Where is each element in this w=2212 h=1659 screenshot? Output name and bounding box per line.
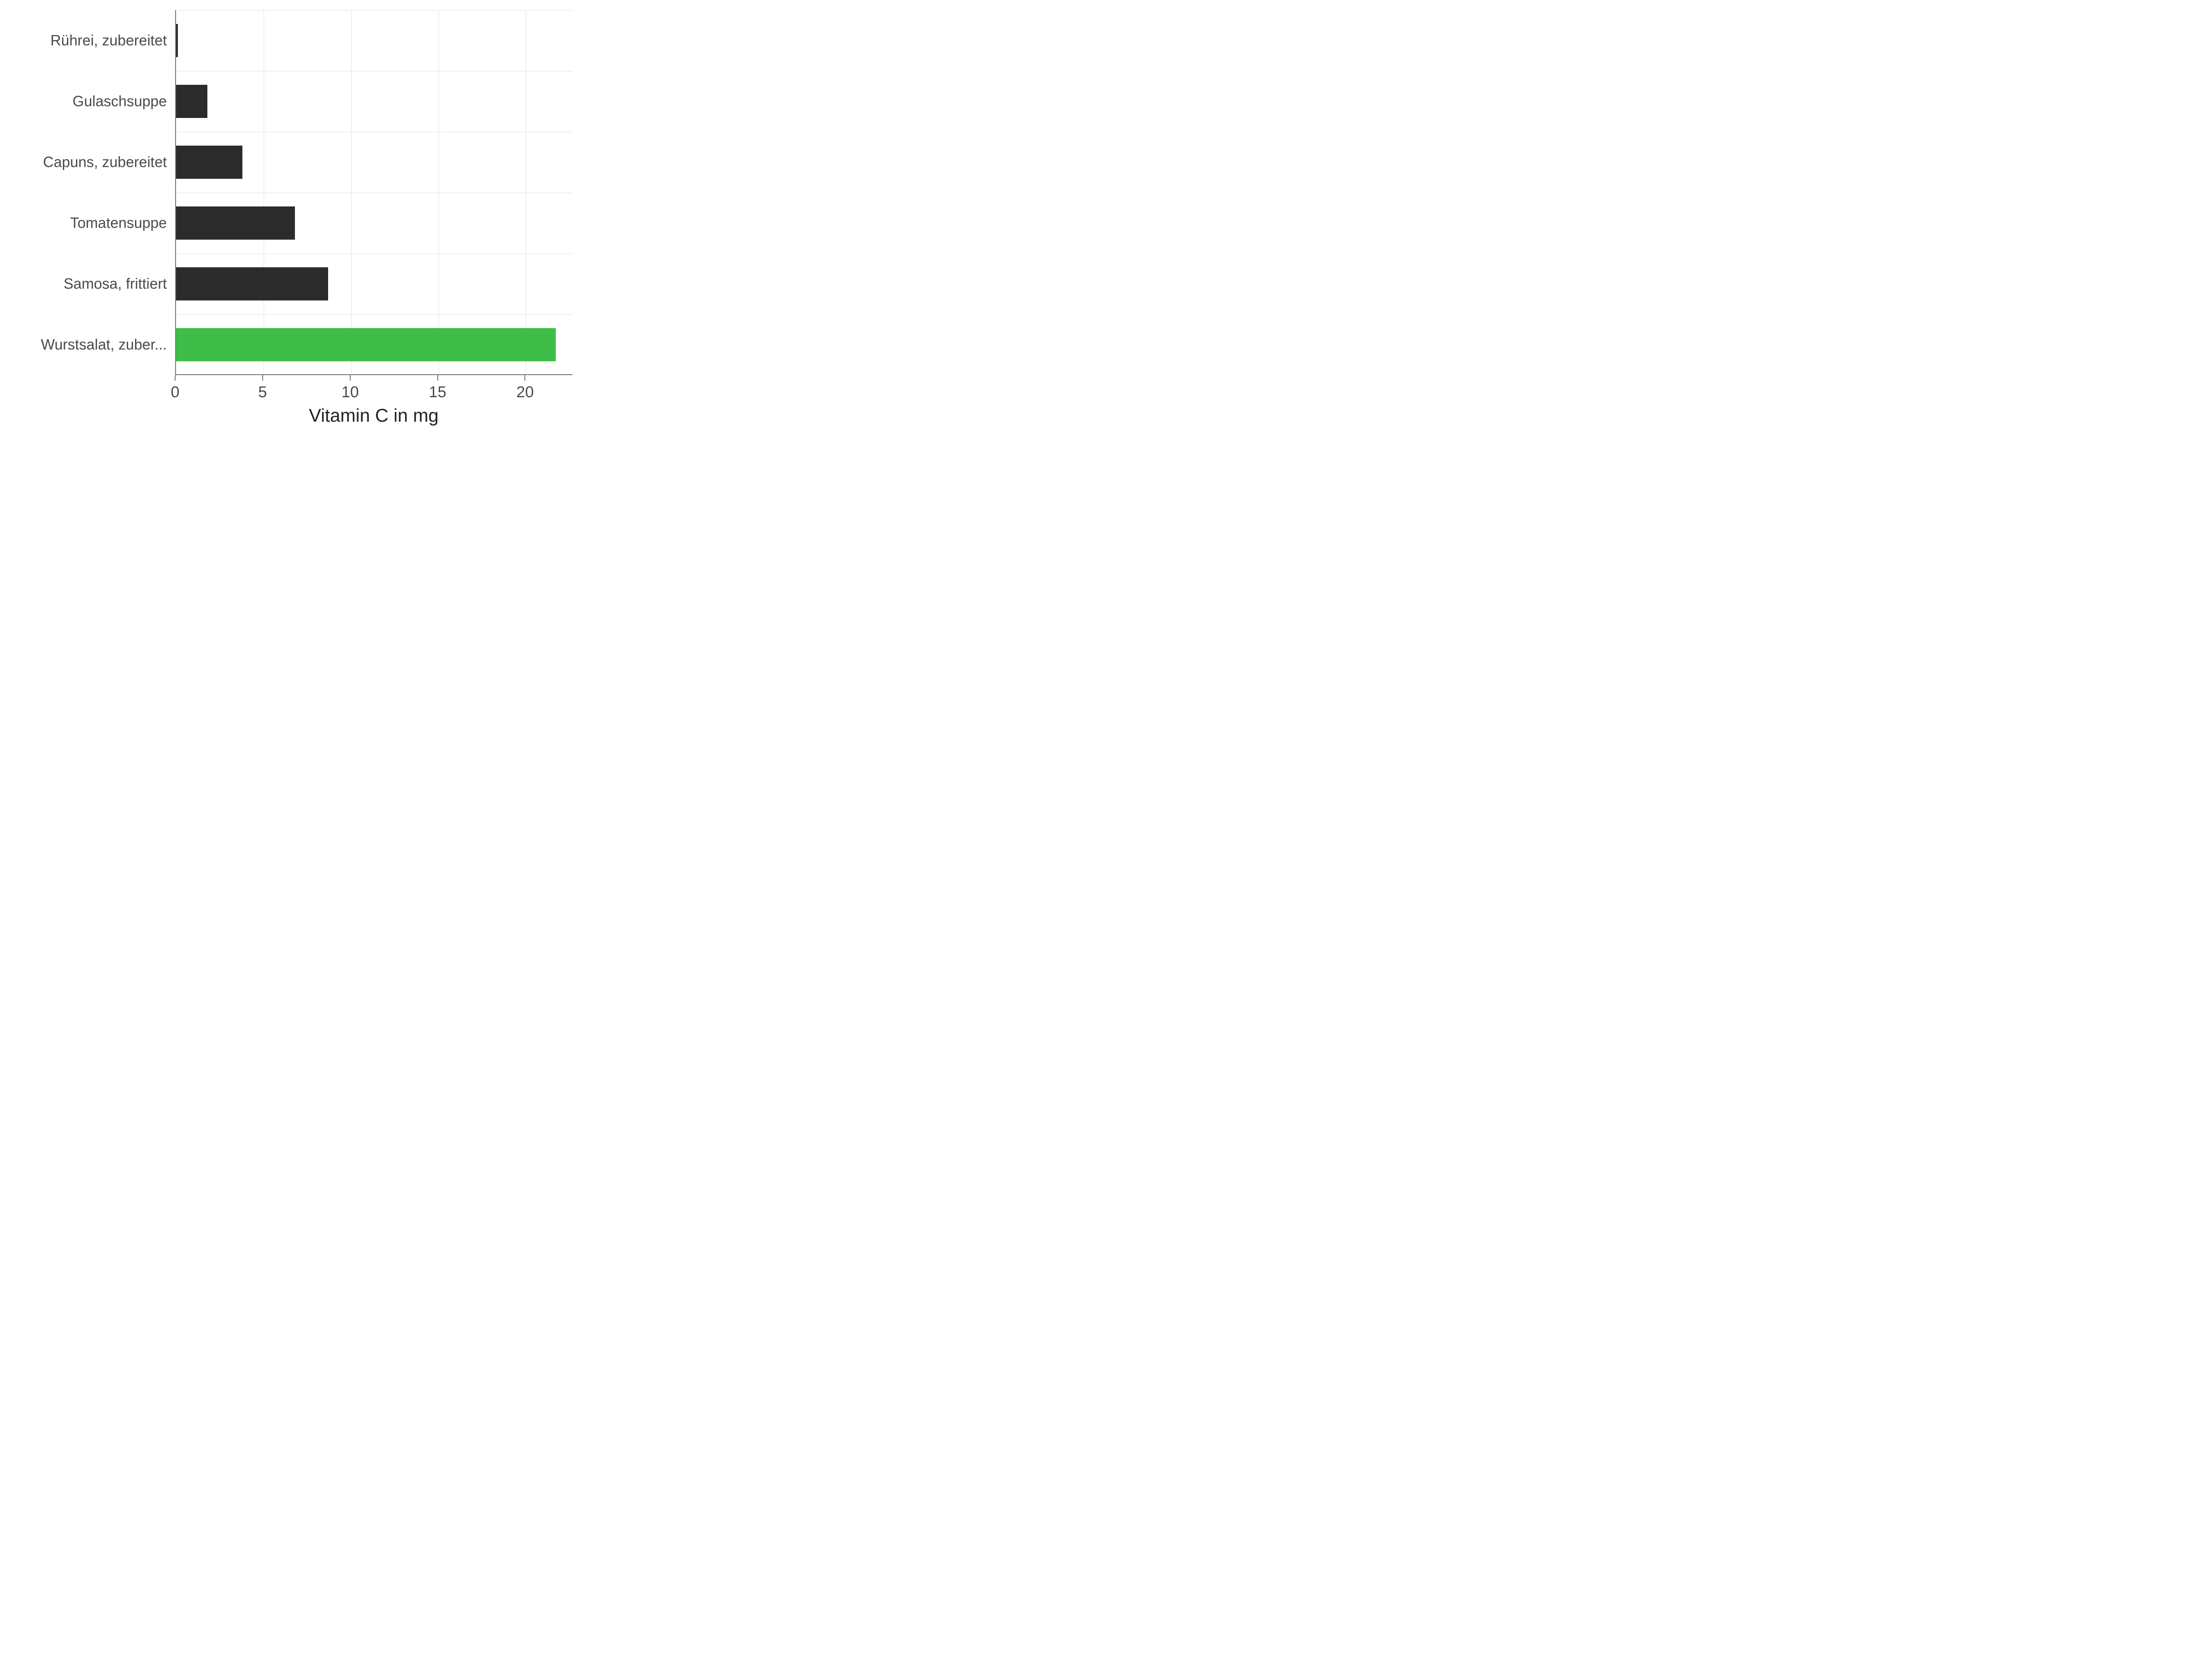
bar: [176, 24, 178, 58]
x-tick-label: 5: [258, 383, 267, 401]
y-category-label: Capuns, zubereitet: [43, 154, 167, 171]
x-tick: [437, 375, 438, 381]
x-tick: [524, 375, 525, 381]
gridline-vertical: [351, 10, 352, 374]
vitamin-c-bar-chart: 0 5 10 15 20 Rührei, zubereitet Gulaschsuppe Ca…: [0, 0, 590, 442]
y-category-label: Samosa, frittiert: [64, 276, 167, 293]
x-tick: [350, 375, 351, 381]
plot-area: [175, 10, 572, 375]
gridline-horizontal: [176, 314, 572, 315]
y-category-label: Gulaschsuppe: [72, 93, 167, 110]
x-tick-label: 10: [341, 383, 359, 401]
bar: [176, 85, 207, 118]
x-tick-label: 20: [517, 383, 534, 401]
x-tick: [262, 375, 263, 381]
y-category-label: Tomatensuppe: [70, 215, 167, 232]
bar: [176, 328, 556, 362]
gridline-horizontal: [176, 253, 572, 254]
y-category-label: Wurstsalat, zuber...: [41, 336, 167, 353]
x-axis-title: Vitamin C in mg: [309, 406, 439, 426]
x-tick: [175, 375, 176, 381]
x-tick-label: 0: [171, 383, 180, 401]
bar: [176, 206, 295, 240]
y-category-label: Rührei, zubereitet: [50, 32, 167, 49]
gridline-horizontal: [176, 10, 572, 11]
bar: [176, 267, 328, 301]
x-tick-label: 15: [429, 383, 447, 401]
bar: [176, 146, 242, 179]
